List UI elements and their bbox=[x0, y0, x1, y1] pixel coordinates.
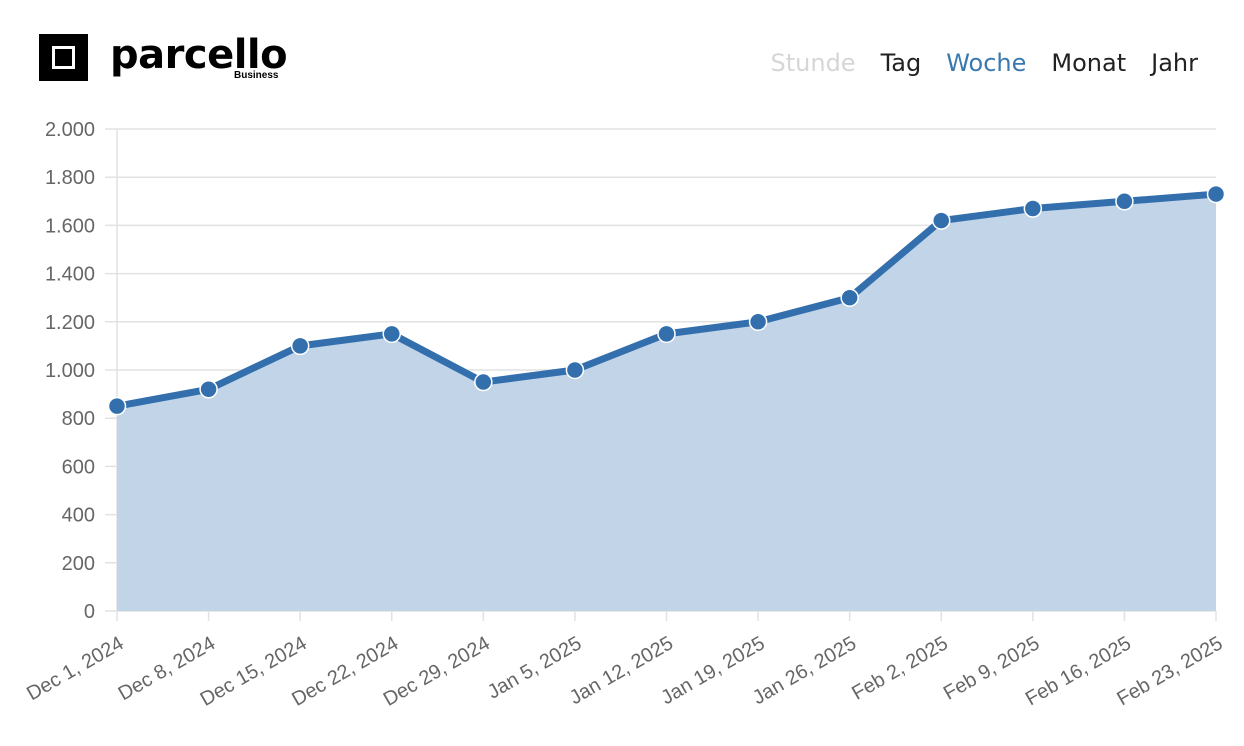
x-tick-label: Jan 26, 2025 bbox=[749, 632, 860, 709]
y-tick-label: 400 bbox=[62, 505, 95, 527]
data-point bbox=[932, 211, 951, 230]
period-week[interactable]: Woche bbox=[946, 49, 1027, 77]
data-point bbox=[199, 380, 218, 399]
y-tick-label: 800 bbox=[62, 408, 95, 430]
y-tick-label: 1.000 bbox=[45, 360, 95, 382]
y-tick-label: 0 bbox=[84, 601, 95, 623]
data-point bbox=[382, 324, 401, 344]
data-point bbox=[107, 396, 127, 416]
series-area-fill bbox=[117, 194, 1216, 611]
data-point bbox=[657, 324, 676, 344]
data-point bbox=[840, 288, 859, 307]
period-hour: Stunde bbox=[770, 49, 856, 77]
x-tick-label: Feb 2, 2025 bbox=[848, 632, 951, 704]
y-tick-label: 1.800 bbox=[45, 167, 95, 189]
brand-name: parcello bbox=[110, 32, 288, 78]
period-year[interactable]: Jahr bbox=[1151, 49, 1198, 77]
brand-subtitle: Business bbox=[234, 70, 279, 81]
y-tick-label: 200 bbox=[62, 553, 95, 575]
period-month[interactable]: Monat bbox=[1051, 49, 1127, 77]
y-tick-label: 600 bbox=[62, 456, 95, 478]
x-tick-label: Dec 1, 2024 bbox=[23, 632, 127, 705]
data-point bbox=[474, 372, 493, 392]
data-point bbox=[1115, 192, 1134, 211]
period-day[interactable]: Tag bbox=[880, 49, 922, 77]
x-tick-label: Jan 12, 2025 bbox=[566, 632, 677, 709]
y-tick-label: 1.400 bbox=[45, 264, 95, 286]
data-point bbox=[1206, 184, 1226, 204]
x-tick-label: Jan 19, 2025 bbox=[657, 632, 768, 709]
data-point bbox=[290, 336, 310, 356]
brand-wordmark: parcello Business bbox=[110, 32, 290, 81]
data-point bbox=[748, 312, 768, 332]
y-tick-label: 1.200 bbox=[45, 312, 95, 334]
y-tick-label: 2.000 bbox=[45, 119, 95, 141]
y-tick-label: 1.600 bbox=[45, 215, 95, 237]
data-point bbox=[565, 360, 585, 380]
brand-logo: parcello Business bbox=[39, 32, 290, 81]
logo-square-icon bbox=[39, 33, 88, 81]
data-point bbox=[1023, 199, 1043, 218]
period-selector: Stunde Tag Woche Monat Jahr bbox=[746, 48, 1199, 78]
